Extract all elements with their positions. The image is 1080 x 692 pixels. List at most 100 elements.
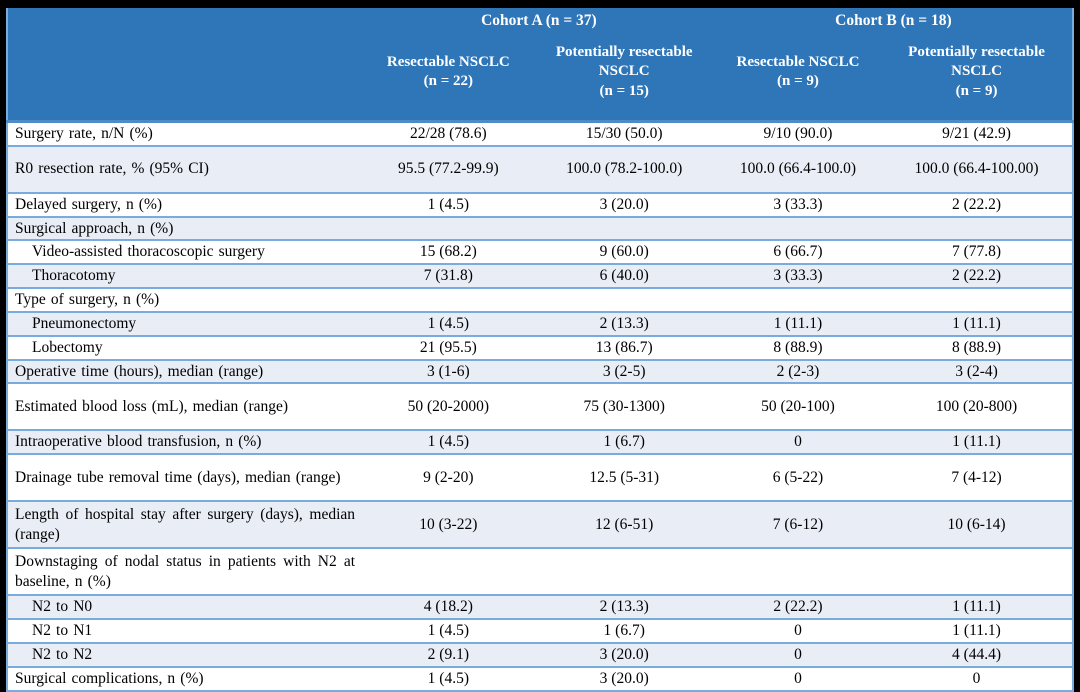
- cell-value: 95.5 (77.2-99.9): [363, 145, 534, 194]
- table-row: Estimated blood loss (mL), median (range…: [7, 383, 1073, 432]
- column-header-name: Potentially resectable NSCLC: [555, 43, 693, 80]
- cell-value: 4 (18.2): [363, 595, 534, 621]
- table-row: Downstaging of nodal status in patients …: [7, 548, 1073, 597]
- cell-value: 10 (3-22): [363, 501, 534, 550]
- cell-value: [363, 548, 534, 597]
- table-row: Drainage tube removal time (days), media…: [7, 454, 1073, 503]
- row-label: Video-assisted thoracoscopic surgery: [7, 240, 364, 266]
- cell-value: [533, 216, 715, 242]
- row-label: Operative time (hours), median (range): [7, 359, 364, 385]
- cell-value: 3 (33.3): [714, 264, 882, 290]
- cell-value: 6 (66.7): [714, 240, 882, 266]
- cell-value: 100.0 (66.4-100.0): [714, 145, 882, 194]
- column-header-n: (n = 9): [777, 73, 819, 89]
- cell-value: [881, 548, 1073, 597]
- cell-value: 12 (6-51): [533, 501, 715, 550]
- table-row: R0 resection rate, % (95% CI) 95.5 (77.2-…: [7, 145, 1073, 194]
- table-row: Pneumonectomy 1 (4.5) 2 (13.3) 1 (11.1) 1 (1…: [7, 311, 1073, 337]
- cell-value: 2 (2-3): [714, 359, 882, 385]
- cell-value: 0: [714, 666, 882, 692]
- cohort-b-header: Cohort B (n = 18): [714, 8, 1073, 36]
- column-header-cohort-b-resectable: Resectable NSCLC (n = 9): [714, 36, 882, 122]
- cohort-header-row: Cohort A (n = 37) Cohort B (n = 18): [7, 8, 1073, 36]
- cell-value: 15 (68.2): [363, 240, 534, 266]
- table-row: N2 to N1 1 (4.5) 1 (6.7) 0 1 (11.1): [7, 619, 1073, 644]
- cell-value: 1 (11.1): [714, 311, 882, 337]
- cell-value: 6 (40.0): [533, 264, 715, 290]
- cell-value: 0: [881, 666, 1073, 692]
- table-row: Video-assisted thoracoscopic surgery 15 (…: [7, 240, 1073, 266]
- cell-value: 7 (6-12): [714, 501, 882, 550]
- cell-value: 100 (20-800): [881, 383, 1073, 432]
- table-row: Surgery rate, n/N (%) 22/28 (78.6) 15/30 (…: [7, 121, 1073, 147]
- cell-value: 3 (2-5): [533, 359, 715, 385]
- cell-value: 2 (22.2): [881, 264, 1073, 290]
- cell-value: 10 (6-14): [881, 501, 1073, 550]
- column-header-cohort-a-resectable: Resectable NSCLC (n = 22): [363, 36, 534, 122]
- cell-value: 9/21 (42.9): [881, 121, 1073, 147]
- cell-value: 1 (11.1): [881, 311, 1073, 337]
- cell-value: 1 (4.5): [363, 666, 534, 692]
- table-figure: Cohort A (n = 37) Cohort B (n = 18) Rese…: [6, 8, 1074, 692]
- table-row: Length of hospital stay after surgery (d…: [7, 501, 1073, 550]
- row-label: Estimated blood loss (mL), median (range…: [7, 383, 364, 432]
- table-row: N2 to N2 2 (9.1) 3 (20.0) 0 4 (44.4): [7, 642, 1073, 668]
- surgical-outcomes-table: Cohort A (n = 37) Cohort B (n = 18) Rese…: [6, 8, 1074, 692]
- table-row: Type of surgery, n (%): [7, 288, 1073, 313]
- cell-value: 75 (30-1300): [533, 383, 715, 432]
- cell-value: 9/10 (90.0): [714, 121, 882, 147]
- column-header-name: Potentially resectable NSCLC: [908, 43, 1045, 80]
- cell-value: 2 (22.2): [881, 192, 1073, 218]
- cell-value: 15/30 (50.0): [533, 121, 715, 147]
- row-label: Lobectomy: [7, 335, 364, 361]
- row-label: N2 to N1: [7, 619, 364, 644]
- cell-value: 3 (20.0): [533, 192, 715, 218]
- cohort-a-header: Cohort A (n = 37): [363, 8, 715, 36]
- table-header: Cohort A (n = 37) Cohort B (n = 18) Rese…: [7, 8, 1073, 122]
- cell-value: 3 (20.0): [533, 666, 715, 692]
- cell-value: 7 (4-12): [881, 454, 1073, 503]
- cell-value: 1 (4.5): [363, 430, 534, 456]
- cell-value: 2 (9.1): [363, 642, 534, 668]
- row-label: Length of hospital stay after surgery (d…: [7, 501, 364, 550]
- row-label: Surgical approach, n (%): [7, 216, 364, 242]
- cell-value: 3 (2-4): [881, 359, 1073, 385]
- row-label: Downstaging of nodal status in patients …: [7, 548, 364, 597]
- row-label: Type of surgery, n (%): [7, 288, 364, 313]
- cell-value: [714, 288, 882, 313]
- cell-value: 50 (20-2000): [363, 383, 534, 432]
- cell-value: [714, 216, 882, 242]
- cell-value: 0: [714, 430, 882, 456]
- cell-value: 8 (88.9): [714, 335, 882, 361]
- cell-value: 9 (60.0): [533, 240, 715, 266]
- cell-value: 1 (4.5): [363, 619, 534, 644]
- table-body: Surgery rate, n/N (%) 22/28 (78.6) 15/30 (…: [7, 121, 1073, 692]
- column-header-name: Resectable NSCLC: [386, 53, 510, 70]
- column-header-n: (n = 15): [599, 82, 649, 99]
- row-label: Thoracotomy: [7, 264, 364, 290]
- row-label: Drainage tube removal time (days), media…: [7, 454, 364, 503]
- table-row: Lobectomy 21 (95.5) 13 (86.7) 8 (88.9) 8 (88…: [7, 335, 1073, 361]
- column-header-n: (n = 22): [423, 73, 474, 89]
- cell-value: 2 (13.3): [533, 595, 715, 621]
- table-row: Surgical complications, n (%) 1 (4.5) 3 (2…: [7, 666, 1073, 692]
- column-header-n: (n = 9): [955, 82, 998, 99]
- cell-value: [533, 548, 715, 597]
- cell-value: 9 (2-20): [363, 454, 534, 503]
- cell-value: [363, 288, 534, 313]
- table-row: Delayed surgery, n (%) 1 (4.5) 3 (20.0) 3 (…: [7, 192, 1073, 218]
- row-label: Intraoperative blood transfusion, n (%): [7, 430, 364, 456]
- cell-value: 1 (4.5): [363, 311, 534, 337]
- cell-value: 3 (33.3): [714, 192, 882, 218]
- table-row: Operative time (hours), median (range) 3 …: [7, 359, 1073, 385]
- row-label: Delayed surgery, n (%): [7, 192, 364, 218]
- cell-value: 1 (4.5): [363, 192, 534, 218]
- header-label-spacer: [7, 36, 364, 122]
- cell-value: 21 (95.5): [363, 335, 534, 361]
- cell-value: 2 (13.3): [533, 311, 715, 337]
- cell-value: 3 (20.0): [533, 642, 715, 668]
- cell-value: 1 (11.1): [881, 595, 1073, 621]
- cell-value: [881, 288, 1073, 313]
- cell-value: 4 (44.4): [881, 642, 1073, 668]
- table-row: Intraoperative blood transfusion, n (%) 1…: [7, 430, 1073, 456]
